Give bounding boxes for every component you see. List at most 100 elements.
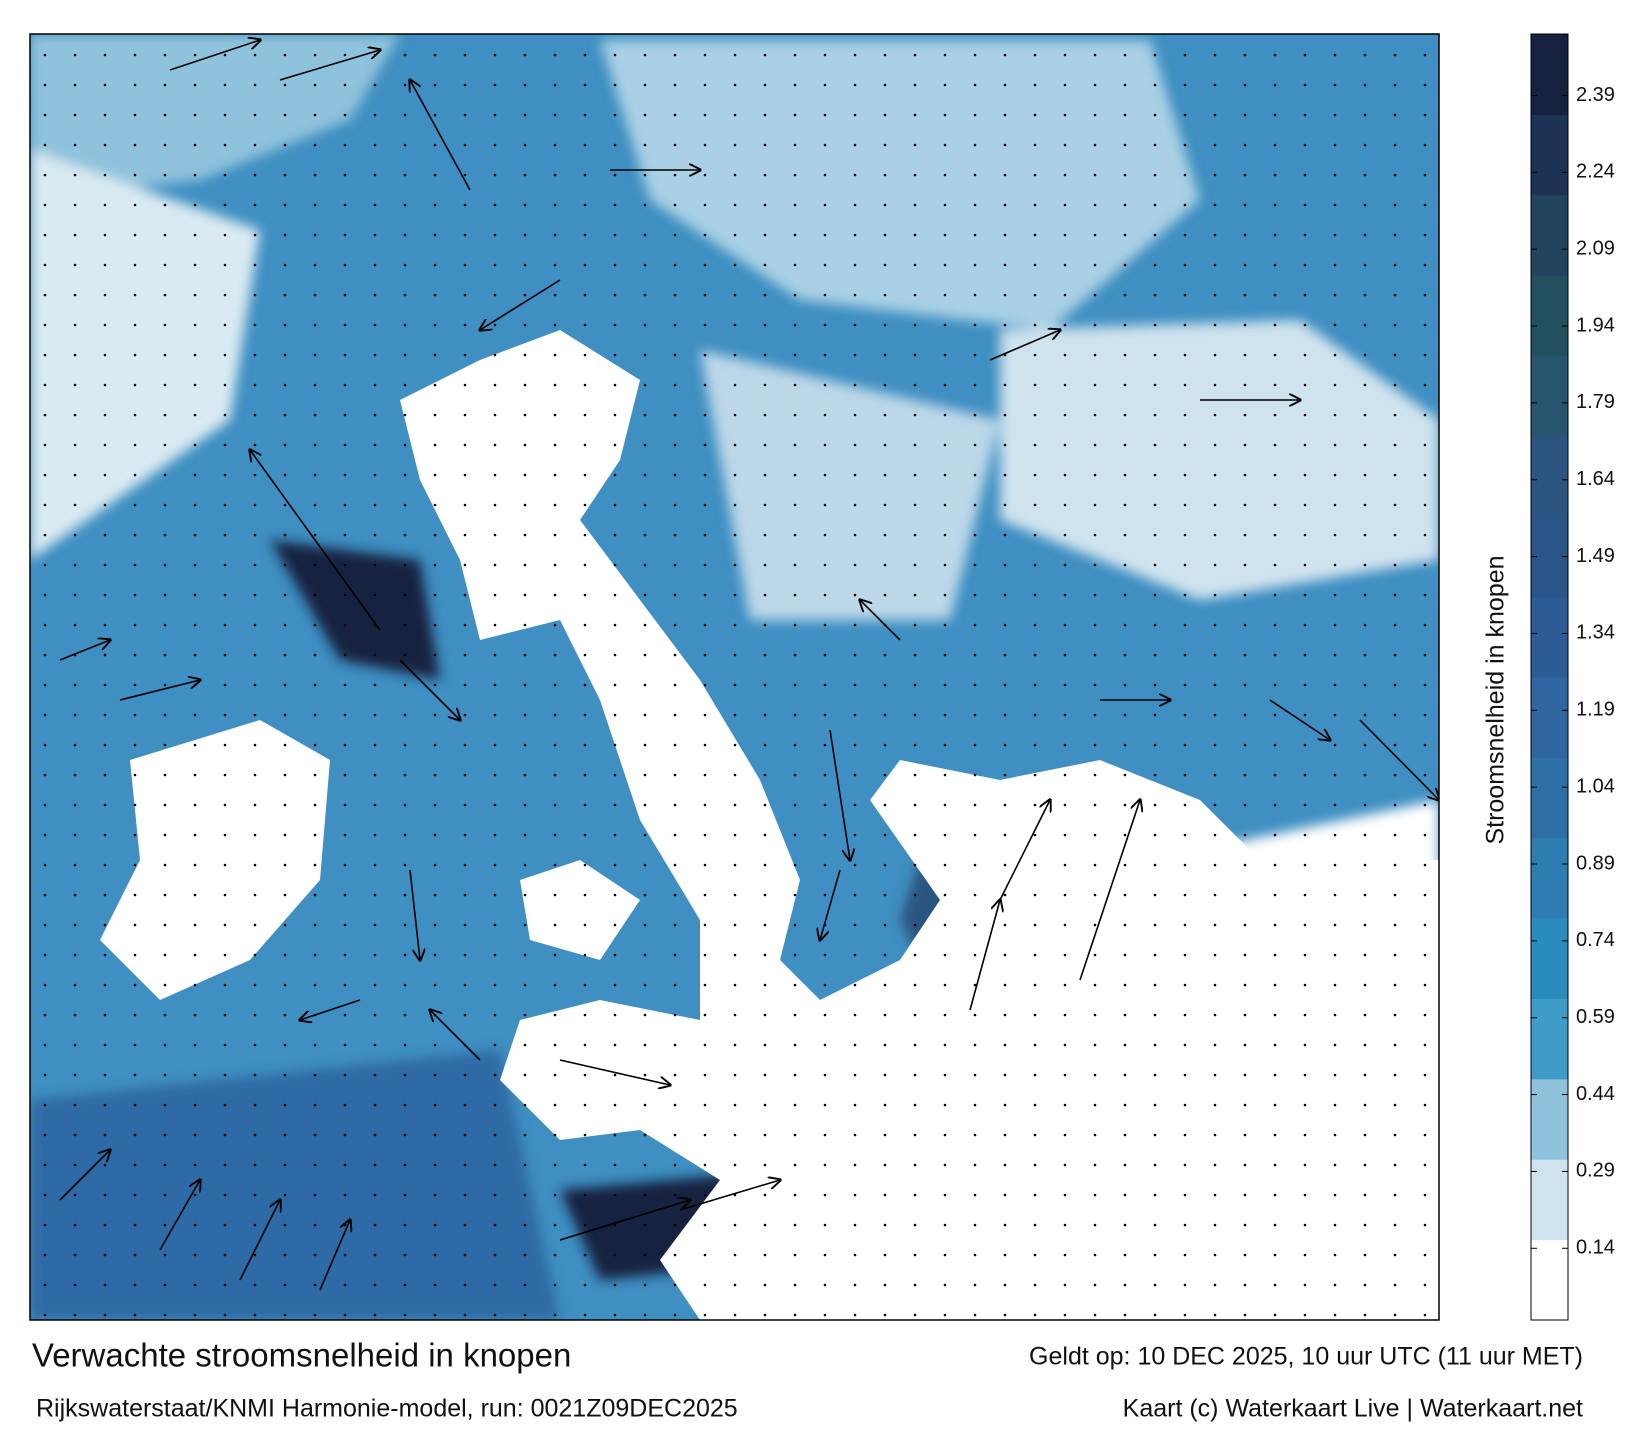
grid-dot xyxy=(523,1163,527,1167)
grid-dot xyxy=(1243,1103,1247,1107)
grid-dot xyxy=(403,173,407,177)
grid-dot xyxy=(583,323,587,327)
grid-dot xyxy=(1123,383,1127,387)
grid-dot xyxy=(1183,863,1187,867)
grid-dot xyxy=(643,983,647,987)
grid-dot xyxy=(703,413,707,417)
grid-dot xyxy=(1063,833,1067,837)
grid-dot xyxy=(583,143,587,147)
grid-dot xyxy=(763,1073,767,1077)
grid-dot xyxy=(943,1163,947,1167)
grid-dot xyxy=(313,113,317,117)
grid-dot xyxy=(1093,233,1097,237)
grid-dot xyxy=(103,143,107,147)
grid-dot xyxy=(343,533,347,537)
grid-dot xyxy=(553,533,557,537)
grid-dot xyxy=(913,1163,917,1167)
grid-dot xyxy=(73,713,77,717)
grid-dot xyxy=(553,503,557,507)
grid-dot xyxy=(343,563,347,567)
grid-dot xyxy=(403,1223,407,1227)
grid-dot xyxy=(163,983,167,987)
colorbar-band xyxy=(1531,1159,1568,1241)
grid-dot xyxy=(1303,743,1307,747)
grid-dot xyxy=(1213,683,1217,687)
grid-dot xyxy=(253,1313,257,1317)
grid-dot xyxy=(823,1013,827,1017)
grid-dot xyxy=(1243,293,1247,297)
grid-dot xyxy=(913,413,917,417)
grid-dot xyxy=(1123,503,1127,507)
colorbar-tick-label: 1.94 xyxy=(1576,314,1615,336)
grid-dot xyxy=(373,1103,377,1107)
grid-dot xyxy=(1093,293,1097,297)
grid-dot xyxy=(1273,293,1277,297)
grid-dot xyxy=(1003,713,1007,717)
grid-dot xyxy=(73,833,77,837)
grid-dot xyxy=(703,1193,707,1197)
grid-dot xyxy=(1423,263,1427,267)
grid-dot xyxy=(943,1043,947,1047)
grid-dot xyxy=(583,773,587,777)
grid-dot xyxy=(1273,533,1277,537)
grid-dot xyxy=(553,83,557,87)
grid-dot xyxy=(463,353,467,357)
grid-dot xyxy=(913,473,917,477)
grid-dot xyxy=(133,323,137,327)
grid-dot xyxy=(343,113,347,117)
grid-dot xyxy=(253,593,257,597)
grid-dot xyxy=(1333,473,1337,477)
grid-dot xyxy=(853,53,857,57)
grid-dot xyxy=(583,293,587,297)
grid-dot xyxy=(133,1313,137,1317)
grid-dot xyxy=(523,893,527,897)
grid-dot xyxy=(1123,1013,1127,1017)
grid-dot xyxy=(223,203,227,207)
grid-dot xyxy=(1003,953,1007,957)
grid-dot xyxy=(943,773,947,777)
grid-dot xyxy=(613,1163,617,1167)
grid-dot xyxy=(103,893,107,897)
grid-dot xyxy=(853,503,857,507)
grid-dot xyxy=(703,833,707,837)
grid-dot xyxy=(973,863,977,867)
grid-dot xyxy=(883,53,887,57)
grid-dot xyxy=(493,1133,497,1137)
grid-dot xyxy=(433,113,437,117)
grid-dot xyxy=(943,743,947,747)
grid-dot xyxy=(793,1313,797,1317)
grid-dot xyxy=(463,413,467,417)
grid-dot xyxy=(163,143,167,147)
grid-dot xyxy=(133,353,137,357)
grid-dot xyxy=(433,563,437,567)
grid-dot xyxy=(403,413,407,417)
grid-dot xyxy=(343,203,347,207)
grid-dot xyxy=(403,683,407,687)
grid-dot xyxy=(763,743,767,747)
grid-dot xyxy=(733,863,737,867)
grid-dot xyxy=(493,1223,497,1227)
grid-dot xyxy=(1153,713,1157,717)
grid-dot xyxy=(1273,143,1277,147)
grid-dot xyxy=(1003,503,1007,507)
grid-dot xyxy=(403,653,407,657)
colorbar-band xyxy=(1531,677,1568,758)
grid-dot xyxy=(1393,683,1397,687)
grid-dot xyxy=(133,473,137,477)
grid-dot xyxy=(673,893,677,897)
grid-dot xyxy=(253,623,257,627)
grid-dot xyxy=(133,83,137,87)
grid-dot xyxy=(703,1133,707,1137)
grid-dot xyxy=(1153,203,1157,207)
grid-dot xyxy=(1213,443,1217,447)
grid-dot xyxy=(793,473,797,477)
grid-dot xyxy=(823,1253,827,1257)
grid-dot xyxy=(673,1193,677,1197)
grid-dot xyxy=(853,173,857,177)
grid-dot xyxy=(1153,1223,1157,1227)
grid-dot xyxy=(673,653,677,657)
grid-dot xyxy=(1153,323,1157,327)
grid-dot xyxy=(493,863,497,867)
grid-dot xyxy=(733,833,737,837)
grid-dot xyxy=(403,893,407,897)
